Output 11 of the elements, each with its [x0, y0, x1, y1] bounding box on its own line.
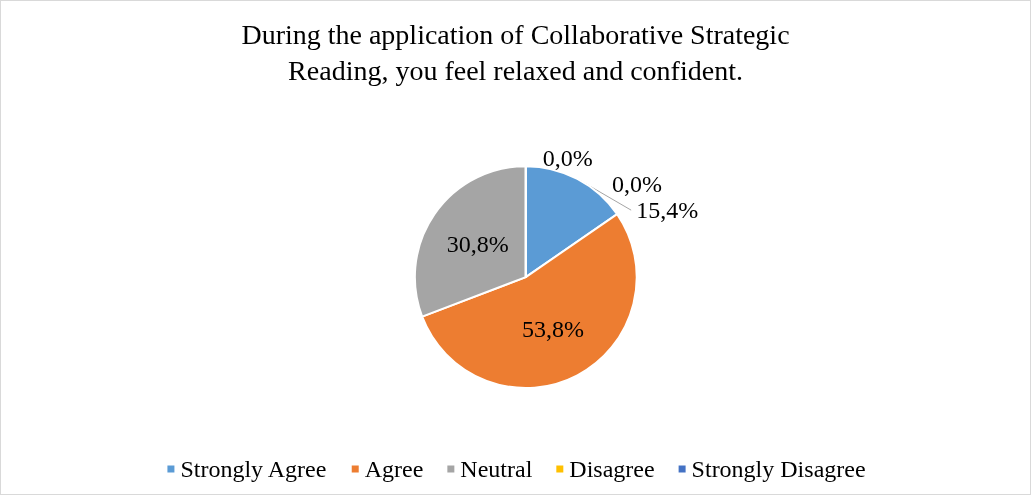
legend-label: Strongly Agree	[180, 456, 327, 482]
legend-label: Strongly Disagree	[691, 456, 866, 482]
data-label: 15,4%	[636, 197, 699, 224]
legend-label: Disagree	[569, 456, 655, 482]
text: 0,0%	[612, 171, 663, 198]
data-label: 30,8%	[446, 230, 509, 257]
data-label: 53,8%	[521, 315, 584, 342]
chart-title: During the application of Collaborative Strategic Reading, you feel relaxed and confident.	[241, 18, 790, 86]
legend-label: Agree	[364, 456, 424, 482]
legend-label: Neutral	[460, 456, 533, 482]
text: 0,0%	[542, 145, 593, 172]
